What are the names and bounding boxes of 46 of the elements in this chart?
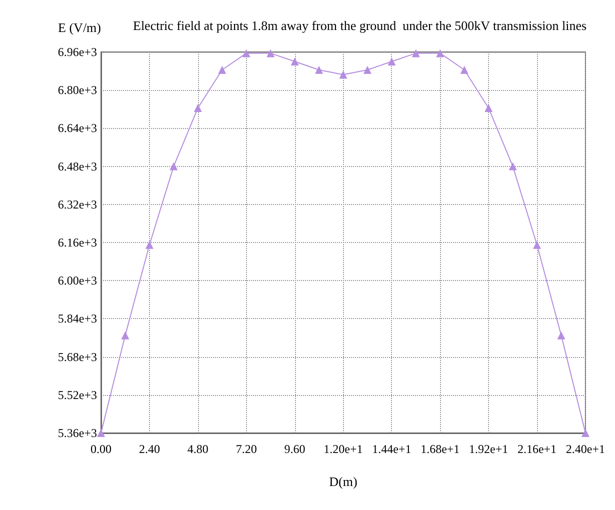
point [508,162,517,170]
point [581,429,590,437]
point [363,66,372,74]
point [145,240,154,249]
x-tick-label: 1.44e+1 [372,442,412,456]
y-tick-label: 5.84e+3 [58,312,97,326]
point [533,240,542,249]
y-axis-title: E (V/m) [58,20,101,35]
point [484,104,493,112]
point [412,49,420,58]
y-tick-label: 6.48e+3 [58,159,97,174]
point [290,58,299,66]
x-tick-label: 1.92e+1 [469,442,508,456]
point [460,66,468,74]
x-tick-label: 1.68e+1 [420,442,460,456]
x-tick-label: 1.20e+1 [324,442,363,456]
y-tick-label: 6.16e+3 [58,236,97,250]
point [242,49,250,58]
x-tick-label: 2.40e+1 [566,442,605,456]
point [436,49,444,58]
y-tick-label: 5.52e+3 [58,388,97,402]
point [121,331,130,340]
y-tick-label: 5.36e+3 [58,426,97,440]
point [194,104,202,112]
point [218,66,226,74]
point [315,66,324,74]
x-tick-label: 2.40 [138,442,160,456]
y-tick-label: 5.68e+3 [58,350,97,364]
y-tick-label: 6.80e+3 [58,83,97,98]
x-tick-label: 0.00 [90,442,112,456]
y-tick-label: 6.64e+3 [58,121,97,136]
point [266,49,275,58]
point [388,58,396,66]
point [170,162,178,170]
y-tick-label: 6.32e+3 [58,197,97,212]
x-tick-label: 7.20 [236,442,257,456]
point [339,70,348,79]
x-axis-title: D(m) [329,474,358,489]
y-tick-label: 6.00e+3 [58,274,97,288]
x-tick-label: 9.60 [284,442,306,456]
x-tick-label: 2.16e+1 [517,442,557,456]
point [557,331,566,340]
x-tick-label: 4.80 [187,442,208,456]
chart-title: Electric field at points 1.8m away from the ground under the 500kV transmission lines [133,18,587,33]
y-tick-label: 6.96e+3 [58,45,97,59]
point [97,429,105,437]
